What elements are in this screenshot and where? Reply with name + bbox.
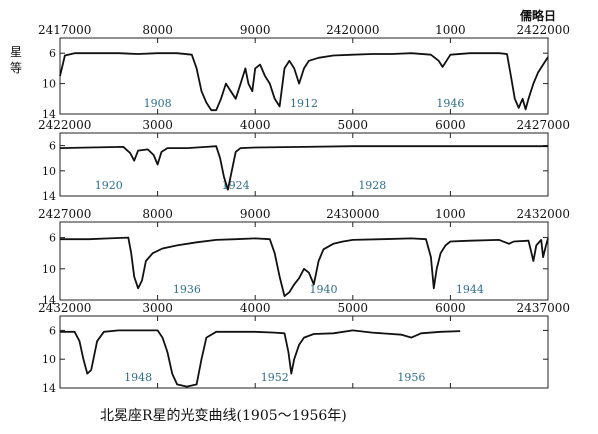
y-axis-title-char-1: 星 <box>10 45 22 59</box>
x-tick-label: 2427000 <box>38 207 91 221</box>
x-tick-label: 4000 <box>240 301 271 315</box>
year-label: 1928 <box>358 179 386 192</box>
x-tick-label: 2437000 <box>517 301 570 315</box>
year-label: 1940 <box>310 283 338 296</box>
light-curve-line <box>60 236 549 297</box>
x-tick-label: 3000 <box>142 118 173 132</box>
y-axis-title-char-2: 等 <box>10 61 22 75</box>
year-label: 1912 <box>290 97 318 110</box>
x-tick-label: 8000 <box>142 207 173 221</box>
x-tick-label: 4000 <box>240 118 271 132</box>
x-tick-label: 2432000 <box>517 207 570 221</box>
x-tick-label: 6000 <box>435 301 466 315</box>
x-tick-label: 2422000 <box>38 118 91 132</box>
y-tick-label: 10 <box>42 263 56 276</box>
light-curve-line <box>59 145 548 191</box>
light-curve-line <box>59 52 549 112</box>
y-tick-label: 14 <box>42 382 56 395</box>
x-tick-label: 2420000 <box>326 23 379 37</box>
x-tick-label: 6000 <box>435 118 466 132</box>
year-label: 1956 <box>397 371 425 384</box>
panel-frame <box>59 315 549 389</box>
y-tick-label: 10 <box>42 78 56 91</box>
panel-1: 6 10 14 2417000 2420000 2422000 8000 9000 1000 19… <box>38 23 570 121</box>
panel-2: 6 10 14 2422000 2427000 3000 4000 5000 6000 1920 1… <box>38 118 570 203</box>
y-tick-label: 6 <box>49 324 56 337</box>
x-tick-label: 2422000 <box>517 23 570 37</box>
chart-title: 北冕座R星的光变曲线(1905～1956年) <box>100 408 347 424</box>
panel-4: 6 10 14 2432000 2437000 3000 4000 5000 6000 1948 1… <box>38 301 570 395</box>
x-tick-label: 2432000 <box>38 301 91 315</box>
year-label: 1908 <box>144 97 172 110</box>
y-tick-label: 10 <box>42 353 56 366</box>
x-tick-label: 9000 <box>240 23 271 37</box>
panel-frame <box>59 221 549 301</box>
x-tick-label: 5000 <box>338 301 369 315</box>
y-tick-label: 14 <box>42 108 56 121</box>
light-curve-line <box>60 329 461 388</box>
year-label: 1948 <box>124 371 152 384</box>
x-tick-label: 1000 <box>435 207 466 221</box>
panel-frame <box>59 132 549 197</box>
x-tick-label: 3000 <box>142 301 173 315</box>
year-label: 1936 <box>173 283 201 296</box>
year-label: 1920 <box>95 179 123 192</box>
x-tick-label: 2427000 <box>517 118 570 132</box>
x-tick-label: 1000 <box>435 23 466 37</box>
y-tick-label: 10 <box>42 165 56 178</box>
chart-panels: 6 10 14 2417000 2420000 2422000 8000 9000 1000 19… <box>38 23 570 395</box>
y-tick-label: 6 <box>49 140 56 153</box>
x-tick-label: 2417000 <box>38 23 91 37</box>
x-tick-label: 9000 <box>240 207 271 221</box>
panel-3: 6 10 14 2427000 2430000 2432000 8000 9000 1000 19… <box>38 207 570 307</box>
y-tick-label: 14 <box>42 294 56 307</box>
y-tick-label: 14 <box>42 190 56 203</box>
x-axis-title: 儒略日 <box>520 8 556 23</box>
x-tick-label: 5000 <box>338 118 369 132</box>
y-tick-label: 6 <box>49 47 56 60</box>
x-tick-label: 2430000 <box>326 207 379 221</box>
x-tick-label: 8000 <box>142 23 173 37</box>
year-label: 1946 <box>436 97 464 110</box>
year-label: 1952 <box>261 371 289 384</box>
y-tick-label: 6 <box>49 232 56 245</box>
year-label: 1944 <box>456 283 484 296</box>
